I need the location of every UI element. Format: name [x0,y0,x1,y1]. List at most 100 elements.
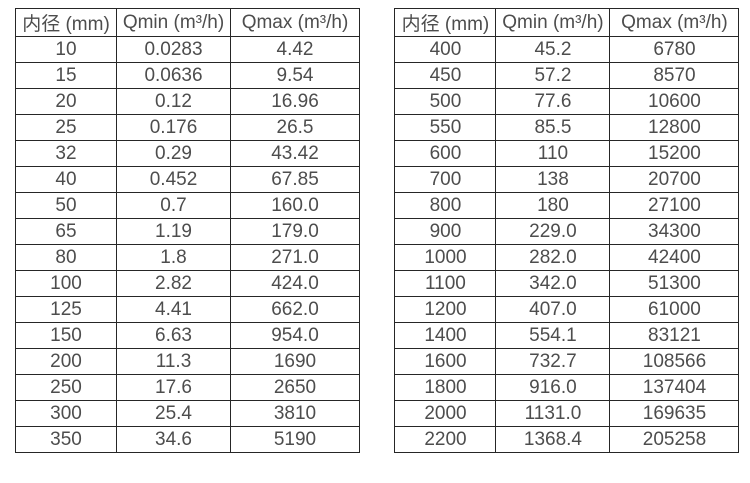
column-header-qmin: Qmin (m³/h) [495,8,611,37]
table-cell: 0.12 [116,88,231,115]
table-row: 400 45.2 6780 [394,36,740,63]
table-header-row: 内径 (mm) Qmin (m³/h) Qmax (m³/h) [15,8,360,37]
table-cell: 1800 [394,374,497,401]
table-cell: 43.42 [230,140,360,167]
table-cell: 15200 [609,140,740,167]
table-cell: 0.176 [116,114,231,141]
table-cell: 61000 [609,296,740,323]
table-cell: 0.452 [116,166,231,193]
table-row: 32 0.29 43.42 [15,140,360,167]
table-cell: 150 [15,322,117,349]
table-row: 250 17.6 2650 [15,374,360,401]
table-row: 350 34.6 5190 [15,426,360,453]
table-cell: 10 [15,36,117,63]
table-cell: 282.0 [495,244,611,271]
table-cell: 0.29 [116,140,231,167]
table-cell: 1.8 [116,244,231,271]
table-cell: 1690 [230,348,360,375]
table-cell: 4.42 [230,36,360,63]
table-cell: 1.19 [116,218,231,245]
table-row: 600 110 15200 [394,140,740,167]
table-row: 25 0.176 26.5 [15,114,360,141]
table-cell: 180 [495,192,611,219]
table-row: 125 4.41 662.0 [15,296,360,323]
flow-table-small-diameters: 内径 (mm) Qmin (m³/h) Qmax (m³/h) 10 0.0283… [15,8,360,453]
table-cell: 9.54 [230,62,360,89]
table-cell: 3810 [230,400,360,427]
column-header-qmin: Qmin (m³/h) [116,8,231,37]
table-row: 200 11.3 1690 [15,348,360,375]
table-row: 1800 916.0 137404 [394,374,740,401]
table-cell: 550 [394,114,497,141]
table-cell: 40 [15,166,117,193]
table-cell: 125 [15,296,117,323]
table-row: 1200 407.0 61000 [394,296,740,323]
table-cell: 0.0636 [116,62,231,89]
table-row: 800 180 27100 [394,192,740,219]
table-row: 10 0.0283 4.42 [15,36,360,63]
table-cell: 100 [15,270,117,297]
column-header-qmax: Qmax (m³/h) [609,8,740,37]
table-header-row: 内径 (mm) Qmin (m³/h) Qmax (m³/h) [394,8,740,37]
table-cell: 12800 [609,114,740,141]
table-row: 700 138 20700 [394,166,740,193]
table-row: 150 6.63 954.0 [15,322,360,349]
table-cell: 179.0 [230,218,360,245]
table-cell: 25 [15,114,117,141]
table-cell: 407.0 [495,296,611,323]
table-cell: 85.5 [495,114,611,141]
table-cell: 83121 [609,322,740,349]
table-cell: 2650 [230,374,360,401]
table-cell: 42400 [609,244,740,271]
table-cell: 138 [495,166,611,193]
table-cell: 110 [495,140,611,167]
table-cell: 2200 [394,426,497,453]
table-cell: 0.0283 [116,36,231,63]
table-cell: 8570 [609,62,740,89]
table-cell: 67.85 [230,166,360,193]
table-row: 500 77.6 10600 [394,88,740,115]
table-cell: 6780 [609,36,740,63]
table-cell: 77.6 [495,88,611,115]
table-cell: 250 [15,374,117,401]
table-cell: 27100 [609,192,740,219]
table-row: 15 0.0636 9.54 [15,62,360,89]
table-cell: 954.0 [230,322,360,349]
table-cell: 15 [15,62,117,89]
table-cell: 342.0 [495,270,611,297]
table-cell: 916.0 [495,374,611,401]
table-cell: 5190 [230,426,360,453]
table-cell: 662.0 [230,296,360,323]
table-row: 550 85.5 12800 [394,114,740,141]
table-cell: 1131.0 [495,400,611,427]
table-cell: 900 [394,218,497,245]
table-cell: 424.0 [230,270,360,297]
table-cell: 10600 [609,88,740,115]
table-cell: 2000 [394,400,497,427]
table-cell: 108566 [609,348,740,375]
table-cell: 50 [15,192,117,219]
table-row: 100 2.82 424.0 [15,270,360,297]
flow-table-large-diameters: 内径 (mm) Qmin (m³/h) Qmax (m³/h) 400 45.2 6… [394,8,740,453]
table-row: 40 0.452 67.85 [15,166,360,193]
table-cell: 32 [15,140,117,167]
table-cell: 80 [15,244,117,271]
table-cell: 205258 [609,426,740,453]
table-cell: 229.0 [495,218,611,245]
table-cell: 17.6 [116,374,231,401]
table-row: 1100 342.0 51300 [394,270,740,297]
table-cell: 4.41 [116,296,231,323]
table-cell: 57.2 [495,62,611,89]
table-row: 450 57.2 8570 [394,62,740,89]
table-row: 300 25.4 3810 [15,400,360,427]
table-cell: 1200 [394,296,497,323]
table-row: 2000 1131.0 169635 [394,400,740,427]
table-cell: 2.82 [116,270,231,297]
table-cell: 200 [15,348,117,375]
table-cell: 1000 [394,244,497,271]
table-row: 20 0.12 16.96 [15,88,360,115]
table-cell: 700 [394,166,497,193]
table-cell: 1400 [394,322,497,349]
table-cell: 20700 [609,166,740,193]
